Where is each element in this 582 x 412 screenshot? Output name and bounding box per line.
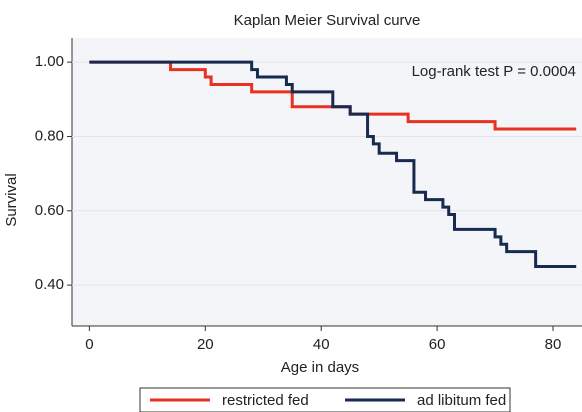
- x-tick-label: 40: [313, 336, 330, 353]
- survival-line: [89, 60, 577, 269]
- y-tick-label: 1.00: [35, 53, 64, 70]
- y-tick-label: 0.60: [35, 202, 64, 219]
- legend-label: restricted fed: [222, 392, 309, 409]
- x-axis-label: Age in days: [281, 359, 359, 376]
- x-tick-label: 60: [429, 336, 446, 353]
- survival-line: [89, 60, 577, 131]
- y-axis-label: Survival: [3, 173, 20, 226]
- y-tick-label: 0.80: [35, 127, 64, 144]
- x-tick-label: 20: [197, 336, 214, 353]
- legend-label: ad libitum fed: [417, 392, 506, 409]
- chart-title: Kaplan Meier Survival curve: [234, 12, 421, 29]
- x-tick-label: 0: [85, 336, 93, 353]
- plot-area: [72, 38, 582, 326]
- y-tick-label: 0.40: [35, 276, 64, 293]
- x-tick-label: 80: [545, 336, 562, 353]
- annotation: Log-rank test P = 0.0004: [412, 63, 576, 80]
